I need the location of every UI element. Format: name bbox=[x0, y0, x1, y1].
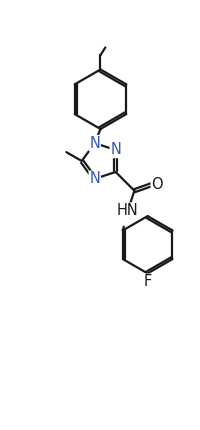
Text: N: N bbox=[110, 142, 120, 157]
Text: N: N bbox=[89, 171, 100, 186]
Text: F: F bbox=[143, 274, 151, 289]
Text: HN: HN bbox=[116, 203, 138, 218]
Text: N: N bbox=[89, 135, 100, 150]
Text: O: O bbox=[151, 177, 162, 192]
